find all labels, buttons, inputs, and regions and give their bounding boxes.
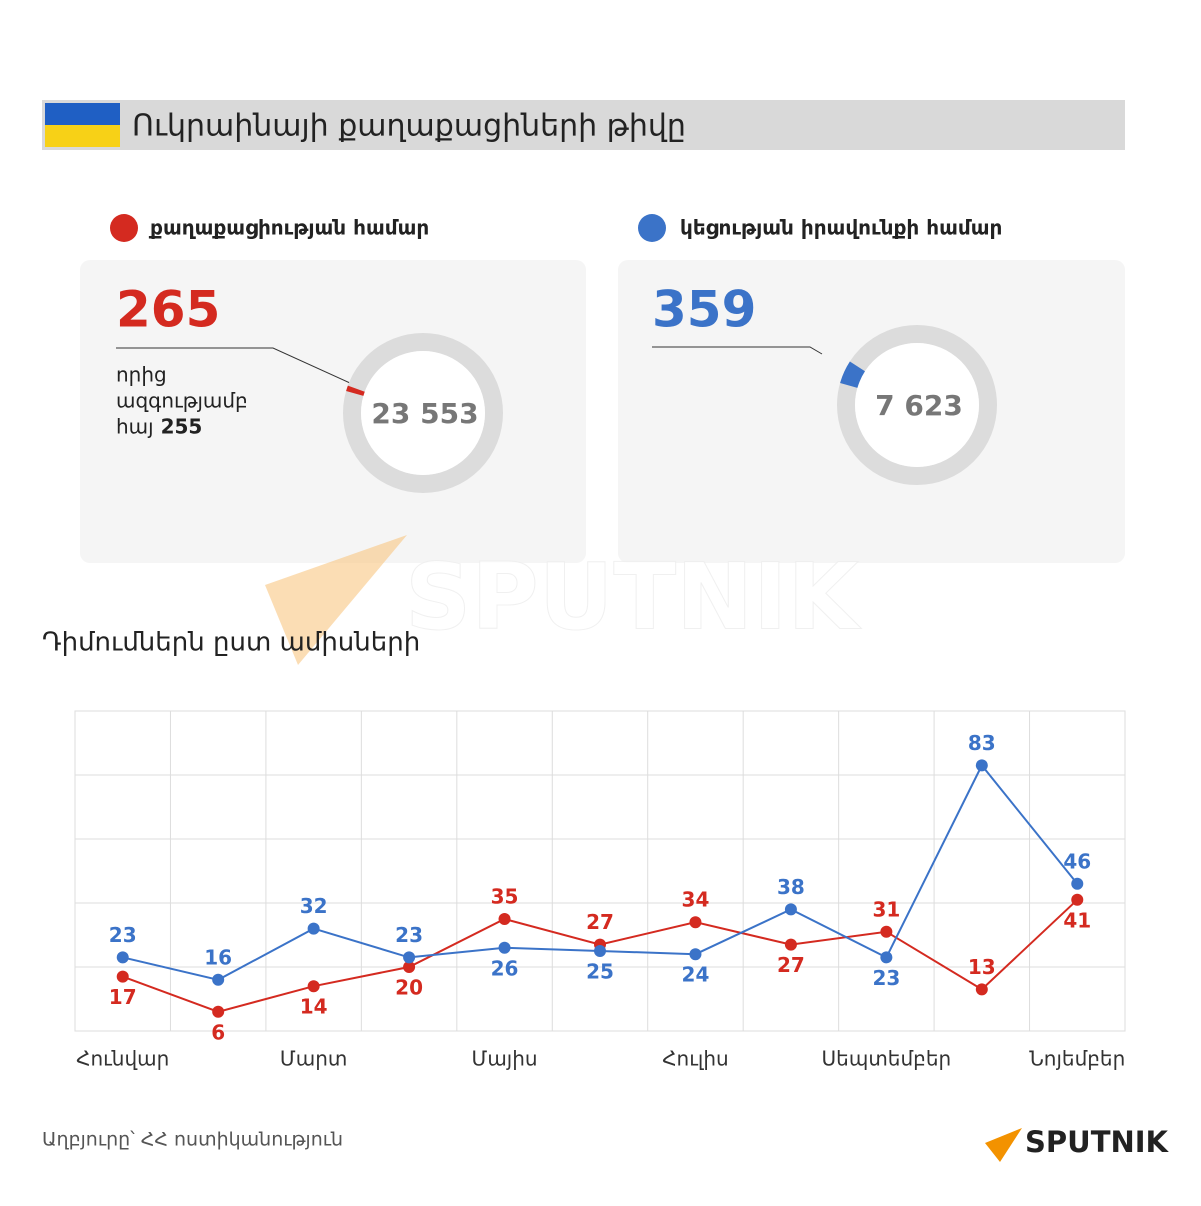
watermark-logo-shape <box>265 535 407 665</box>
data-label: 24 <box>682 963 710 987</box>
data-label: 34 <box>682 888 710 912</box>
legend-label: քաղաքացիության համար <box>148 216 429 240</box>
data-label: 38 <box>777 875 805 899</box>
donut-hole <box>361 351 485 475</box>
donut-arc <box>840 361 866 389</box>
leader-line <box>652 346 823 355</box>
data-label: 17 <box>109 985 137 1009</box>
data-point <box>784 903 797 916</box>
data-point <box>880 951 893 964</box>
data-label: 23 <box>395 923 423 947</box>
data-point <box>212 1005 225 1018</box>
big-number: 359 <box>652 281 756 339</box>
data-point <box>689 916 702 929</box>
data-point <box>784 938 797 951</box>
legend-dot <box>638 214 666 242</box>
x-tick-label: Հունվար <box>76 1047 169 1071</box>
data-label: 32 <box>300 894 328 918</box>
data-point <box>689 948 702 961</box>
data-label: 83 <box>968 731 996 755</box>
legend-label: կեցության իրավունքի համար <box>680 216 1002 240</box>
header-title: Ուկրաինայի քաղաքացիների թիվը <box>132 109 686 144</box>
note-line: որից <box>116 363 167 387</box>
note-value: 255 <box>161 415 203 439</box>
data-point <box>498 913 511 925</box>
data-point <box>116 951 129 964</box>
data-point <box>880 925 893 938</box>
data-label: 16 <box>204 945 232 969</box>
data-point <box>212 973 225 986</box>
leader-line <box>116 347 351 384</box>
data-point <box>403 951 416 964</box>
data-point <box>307 922 320 935</box>
data-label: 27 <box>586 910 614 934</box>
flag-blue <box>45 103 120 125</box>
donut-hole <box>855 343 979 467</box>
chart-title: Դիմումներն ըստ ամիսների <box>42 628 420 658</box>
logo-shape <box>985 1128 1022 1162</box>
donut-total: 23 553 <box>371 397 478 430</box>
data-label: 25 <box>586 960 614 984</box>
data-label: 23 <box>109 923 137 947</box>
x-tick-label: Հուլիս <box>662 1047 728 1071</box>
x-tick-label: Մայիս <box>471 1047 537 1071</box>
note-line: ազգությամբ <box>116 389 248 413</box>
data-point <box>307 980 320 993</box>
logo: SPUTNIK <box>1025 1125 1170 1159</box>
data-point <box>1071 877 1084 890</box>
donut-total: 7 623 <box>875 389 963 422</box>
data-point <box>975 759 988 772</box>
source: Աղբյուրը՝ ՀՀ ոստիկանություն <box>42 1129 343 1151</box>
data-label: 46 <box>1063 849 1091 873</box>
data-label: 23 <box>872 966 900 990</box>
data-point <box>498 941 511 954</box>
data-point <box>1071 893 1084 906</box>
data-label: 41 <box>1063 908 1091 932</box>
data-label: 20 <box>395 976 423 1000</box>
data-label: 31 <box>872 897 900 921</box>
watermark: SPUTNIK <box>265 535 863 665</box>
flag-yellow <box>45 125 120 147</box>
donut-track <box>343 333 503 493</box>
data-label: 14 <box>300 995 328 1019</box>
data-label: 6 <box>211 1020 225 1044</box>
note-line: հայ <box>116 415 154 439</box>
watermark-text: SPUTNIK <box>405 543 862 650</box>
data-point <box>403 961 416 973</box>
data-label: 27 <box>777 953 805 977</box>
data-point <box>594 945 606 957</box>
x-tick-label: Մարտ <box>280 1047 347 1071</box>
x-tick-label: Սեպտեմբեր <box>822 1047 952 1071</box>
donut-arc <box>346 385 365 396</box>
data-label: 13 <box>968 955 996 979</box>
big-number: 265 <box>116 281 220 339</box>
header-bar <box>42 100 1125 150</box>
x-tick-label: Նոյեմբեր <box>1029 1047 1125 1071</box>
legend-dot <box>110 214 138 242</box>
data-point <box>116 970 129 983</box>
card <box>80 260 586 563</box>
data-label: 35 <box>491 885 519 909</box>
donut-track <box>837 325 997 485</box>
data-point <box>975 983 988 996</box>
data-label: 26 <box>491 956 519 980</box>
